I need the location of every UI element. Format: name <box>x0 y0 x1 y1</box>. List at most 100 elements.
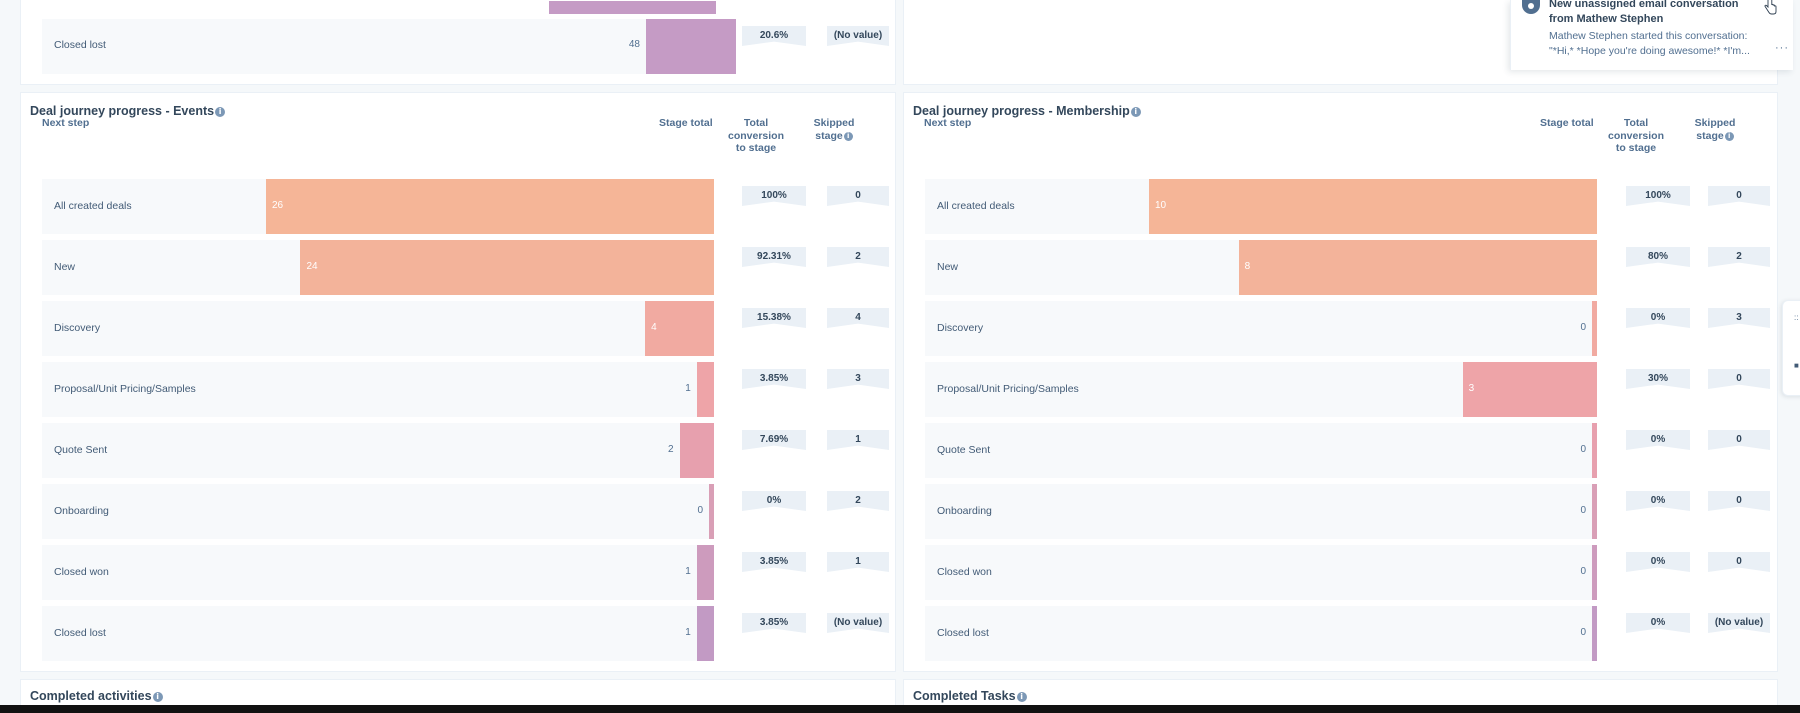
conversion-badge: 20.6% <box>742 26 806 46</box>
more-options-icon[interactable]: ··· <box>1775 42 1789 54</box>
conversion-badge: 0% <box>1626 430 1690 450</box>
table-row: Closed won 0 0% 0 <box>925 545 1775 600</box>
stage-total-value: 8 <box>1244 261 1251 272</box>
conversion-badge: 0% <box>1626 491 1690 511</box>
stage-label: Discovery <box>54 322 101 334</box>
skipped-badge: 0 <box>1708 552 1770 572</box>
info-icon[interactable]: i <box>1130 107 1141 117</box>
deal-journey-events-card: Deal journey progress - Events i Next ste… <box>20 92 896 672</box>
info-icon[interactable]: i <box>1724 131 1734 141</box>
conversion-badge: 0% <box>1626 552 1690 572</box>
stage-bar[interactable] <box>1592 606 1597 661</box>
panel-title: Deal journey progress - Events i <box>30 104 226 118</box>
header-conversion: Total conversion to stage <box>727 117 785 154</box>
skipped-badge: (No value) <box>827 26 889 46</box>
skipped-badge: 2 <box>827 491 889 511</box>
stage-bar[interactable] <box>696 545 714 600</box>
stage-label: Quote Sent <box>54 444 108 456</box>
panel-title: Completed Tasks i <box>913 689 1027 703</box>
stage-bar[interactable] <box>1238 240 1597 295</box>
table-row: Closed lost 48 20.6% (No value) <box>42 19 892 74</box>
stage-total-value: 3 <box>1468 383 1475 394</box>
stage-total-value: 0 <box>1580 505 1586 516</box>
stage-label: Closed lost <box>937 627 989 639</box>
stage-label: Proposal/Unit Pricing/Samples <box>54 383 196 395</box>
stage-label: New <box>937 261 959 273</box>
notification-toast[interactable]: New unassigned email conversation from M… <box>1510 0 1793 70</box>
table-row: New 24 92.31% 2 <box>42 240 892 295</box>
stage-total-value: 0 <box>1580 566 1586 577</box>
table-row: Closed lost 0 0% (No value) <box>925 606 1775 661</box>
stage-total-value: 48 <box>628 39 640 50</box>
row-track <box>925 301 1597 356</box>
stage-total-value: 2 <box>667 444 674 455</box>
header-next-step: Next step <box>42 117 90 129</box>
stage-label: Proposal/Unit Pricing/Samples <box>937 383 1079 395</box>
info-icon[interactable]: i <box>1016 692 1027 702</box>
stage-total-value: 0 <box>697 505 703 516</box>
conversion-badge: 7.69% <box>742 430 806 450</box>
header-skipped: Skipped stage i <box>813 117 855 142</box>
skipped-badge: 0 <box>1708 430 1770 450</box>
stage-bar[interactable] <box>300 240 714 295</box>
stage-bar[interactable] <box>646 19 736 74</box>
skipped-badge: (No value) <box>827 613 889 633</box>
info-icon[interactable]: i <box>215 107 226 117</box>
conversion-badge: 100% <box>1626 186 1690 206</box>
stage-bar[interactable] <box>645 301 714 356</box>
table-row: Closed won 1 3.85% 1 <box>42 545 892 600</box>
stage-bar[interactable] <box>266 179 714 234</box>
stage-total-value: 10 <box>1155 200 1167 211</box>
row-track <box>42 545 714 600</box>
screen-bottom-bar <box>0 705 1800 713</box>
stage-label: All created deals <box>54 200 132 212</box>
drag-handle-icon[interactable]: :: <box>1794 313 1799 322</box>
skipped-badge: 0 <box>827 186 889 206</box>
row-track <box>42 19 714 74</box>
header-skipped: Skipped stage i <box>1694 117 1736 142</box>
stage-bar[interactable] <box>1462 362 1597 417</box>
skipped-badge: 1 <box>827 430 889 450</box>
stage-label: Closed lost <box>54 627 106 639</box>
header-stage-total: Stage total <box>659 117 713 129</box>
row-track <box>42 484 714 539</box>
notification-title[interactable]: New unassigned email conversation from M… <box>1549 0 1739 25</box>
info-icon[interactable]: i <box>843 131 853 141</box>
stage-total-value: 1 <box>685 383 691 394</box>
stage-bar[interactable] <box>1149 179 1597 234</box>
deal-journey-membership-card: Deal journey progress - Membership i Next… <box>903 92 1778 672</box>
skipped-badge: 4 <box>827 308 889 328</box>
stage-label: Onboarding <box>937 505 992 517</box>
table-row: Closed lost 1 3.85% (No value) <box>42 606 892 661</box>
stage-total-value: 1 <box>685 627 691 638</box>
conversion-badge: 3.85% <box>742 613 806 633</box>
row-track <box>925 545 1597 600</box>
conversion-badge: 92.31% <box>742 247 806 267</box>
row-track <box>925 484 1597 539</box>
stage-bar-partial[interactable] <box>549 1 716 14</box>
skipped-badge: 1 <box>827 552 889 572</box>
conversion-badge: 15.38% <box>742 308 806 328</box>
row-label: Closed lost <box>54 39 106 51</box>
stage-bar[interactable] <box>1592 423 1597 478</box>
stage-bar[interactable] <box>696 606 714 661</box>
stage-bar[interactable] <box>1592 484 1597 539</box>
table-row: Quote Sent 0 0% 0 <box>925 423 1775 478</box>
stage-total-value: 0 <box>1580 322 1586 333</box>
table-row: Quote Sent 2 7.69% 1 <box>42 423 892 478</box>
report-card-top-left: Closed lost 48 20.6% (No value) <box>20 0 896 85</box>
table-row: Onboarding 0 0% 0 <box>925 484 1775 539</box>
hand-cursor-icon <box>1764 0 1777 15</box>
panel-title: Completed activities i <box>30 689 163 703</box>
stage-bar[interactable] <box>1592 301 1597 356</box>
stage-bar[interactable] <box>679 423 714 478</box>
side-help-widget[interactable]: :: ■ <box>1782 300 1800 396</box>
stage-bar[interactable] <box>709 484 714 539</box>
skipped-badge: 2 <box>1708 247 1770 267</box>
stage-label: New <box>54 261 76 273</box>
stage-bar[interactable] <box>1592 545 1597 600</box>
stage-bar[interactable] <box>696 362 714 417</box>
info-icon[interactable]: i <box>152 692 163 702</box>
conversion-badge: 3.85% <box>742 552 806 572</box>
chat-icon[interactable]: ■ <box>1794 361 1799 370</box>
